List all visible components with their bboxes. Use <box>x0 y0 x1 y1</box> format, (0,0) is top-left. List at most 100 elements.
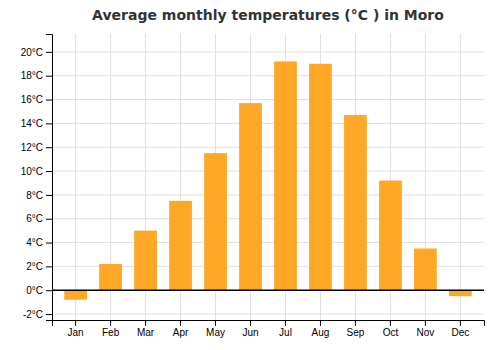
tick-label: 12°C <box>21 142 43 153</box>
tick-mark <box>46 243 52 244</box>
tick-mark <box>46 76 52 77</box>
tick-label: 8°C <box>26 190 43 201</box>
bar <box>274 61 297 290</box>
grid-line <box>52 51 484 52</box>
tick-mark <box>46 290 52 291</box>
tick: 16°C <box>21 94 52 105</box>
tick: Jan <box>68 320 84 338</box>
tick-label: Nov <box>417 327 435 338</box>
tick-mark <box>215 320 216 326</box>
grid-line <box>52 75 484 76</box>
bar <box>449 290 472 296</box>
grid-line <box>52 314 484 315</box>
tick-mark <box>46 123 52 124</box>
bar <box>379 181 402 291</box>
tick: Jun <box>242 320 258 338</box>
tick-mark <box>285 320 286 326</box>
tick-mark <box>46 314 52 315</box>
grid-line <box>52 171 484 172</box>
axis-line <box>53 321 485 327</box>
grid-line <box>75 34 76 320</box>
tick: Aug <box>312 320 330 338</box>
grid-line <box>460 34 461 320</box>
tick: Mar <box>137 320 155 338</box>
tick: 4°C <box>26 237 52 248</box>
tick-mark <box>46 219 52 220</box>
tick-mark <box>46 147 52 148</box>
bar <box>99 264 122 290</box>
tick: Nov <box>417 320 435 338</box>
tick: 0°C <box>26 285 52 296</box>
tick-mark <box>180 320 181 326</box>
y-axis: -2°C 0°C 2°C 4°C 6°C 8°C 10°C 12°C 14°C 16°C 18°C 2… <box>21 35 53 321</box>
tick-label: Jun <box>242 327 258 338</box>
grid-line <box>52 218 484 219</box>
tick-label: Jan <box>68 327 84 338</box>
grid-line <box>52 290 484 291</box>
tick-mark <box>145 320 146 326</box>
tick-label: 0°C <box>26 285 43 296</box>
tick: Dec <box>451 320 469 338</box>
bar <box>309 64 332 290</box>
tick-label: Dec <box>451 327 469 338</box>
tick-mark <box>46 266 52 267</box>
bar <box>134 231 157 291</box>
x-axis: Jan Feb Mar Apr May Jun Jul Aug Sep Oct Nov Dec <box>53 320 485 338</box>
bar <box>414 249 437 291</box>
tick: 6°C <box>26 213 52 224</box>
bar <box>239 103 262 290</box>
tick-label: -2°C <box>23 309 43 320</box>
tick-label: Aug <box>312 327 330 338</box>
bar <box>204 153 227 290</box>
tick-mark <box>390 320 391 326</box>
tick: Jul <box>279 320 292 338</box>
tick-mark <box>110 320 111 326</box>
tick: 8°C <box>26 190 52 201</box>
tick-label: 4°C <box>26 237 43 248</box>
tick-label: Sep <box>347 327 365 338</box>
tick-mark <box>355 320 356 326</box>
tick-label: May <box>206 327 225 338</box>
grid-line <box>52 123 484 124</box>
bar <box>169 201 192 290</box>
tick-label: 14°C <box>21 118 43 129</box>
tick-label: 6°C <box>26 213 43 224</box>
tick-label: Apr <box>173 327 189 338</box>
tick: Sep <box>347 320 365 338</box>
tick-label: Oct <box>383 327 399 338</box>
grid-line <box>52 147 484 148</box>
tick-mark <box>250 320 251 326</box>
tick: 10°C <box>21 166 52 177</box>
tick: Oct <box>383 320 399 338</box>
tick-mark <box>460 320 461 326</box>
grid-line <box>52 242 484 243</box>
tick: Feb <box>102 320 120 338</box>
tick-label: 20°C <box>21 47 43 58</box>
tick-label: Jul <box>279 327 292 338</box>
tick-mark <box>425 320 426 326</box>
tick-mark <box>46 52 52 53</box>
tick: 14°C <box>21 118 52 129</box>
tick-label: 18°C <box>21 70 43 81</box>
tick-mark <box>75 320 76 326</box>
tick-label: 10°C <box>21 166 43 177</box>
tick: 18°C <box>21 70 52 81</box>
tick: 12°C <box>21 142 52 153</box>
tick-label: 16°C <box>21 94 43 105</box>
tick: 20°C <box>21 47 52 58</box>
grid-line <box>52 99 484 100</box>
tick-mark <box>320 320 321 326</box>
tick-label: 2°C <box>26 261 43 272</box>
zero-line <box>52 289 484 291</box>
tick-mark <box>46 100 52 101</box>
plot: -2°C 0°C 2°C 4°C 6°C 8°C 10°C 12°C 14°C 16°C 18°C 2… <box>21 34 485 338</box>
title: Average monthly temperatures (°C ) in Mo… <box>92 7 444 23</box>
tick-label: Feb <box>102 327 120 338</box>
tick: Apr <box>173 320 189 338</box>
tick: -2°C <box>23 309 52 320</box>
tick-mark <box>46 171 52 172</box>
grid-line <box>52 194 484 195</box>
grid <box>52 34 484 320</box>
tick: May <box>206 320 225 338</box>
axis-line <box>46 35 53 321</box>
